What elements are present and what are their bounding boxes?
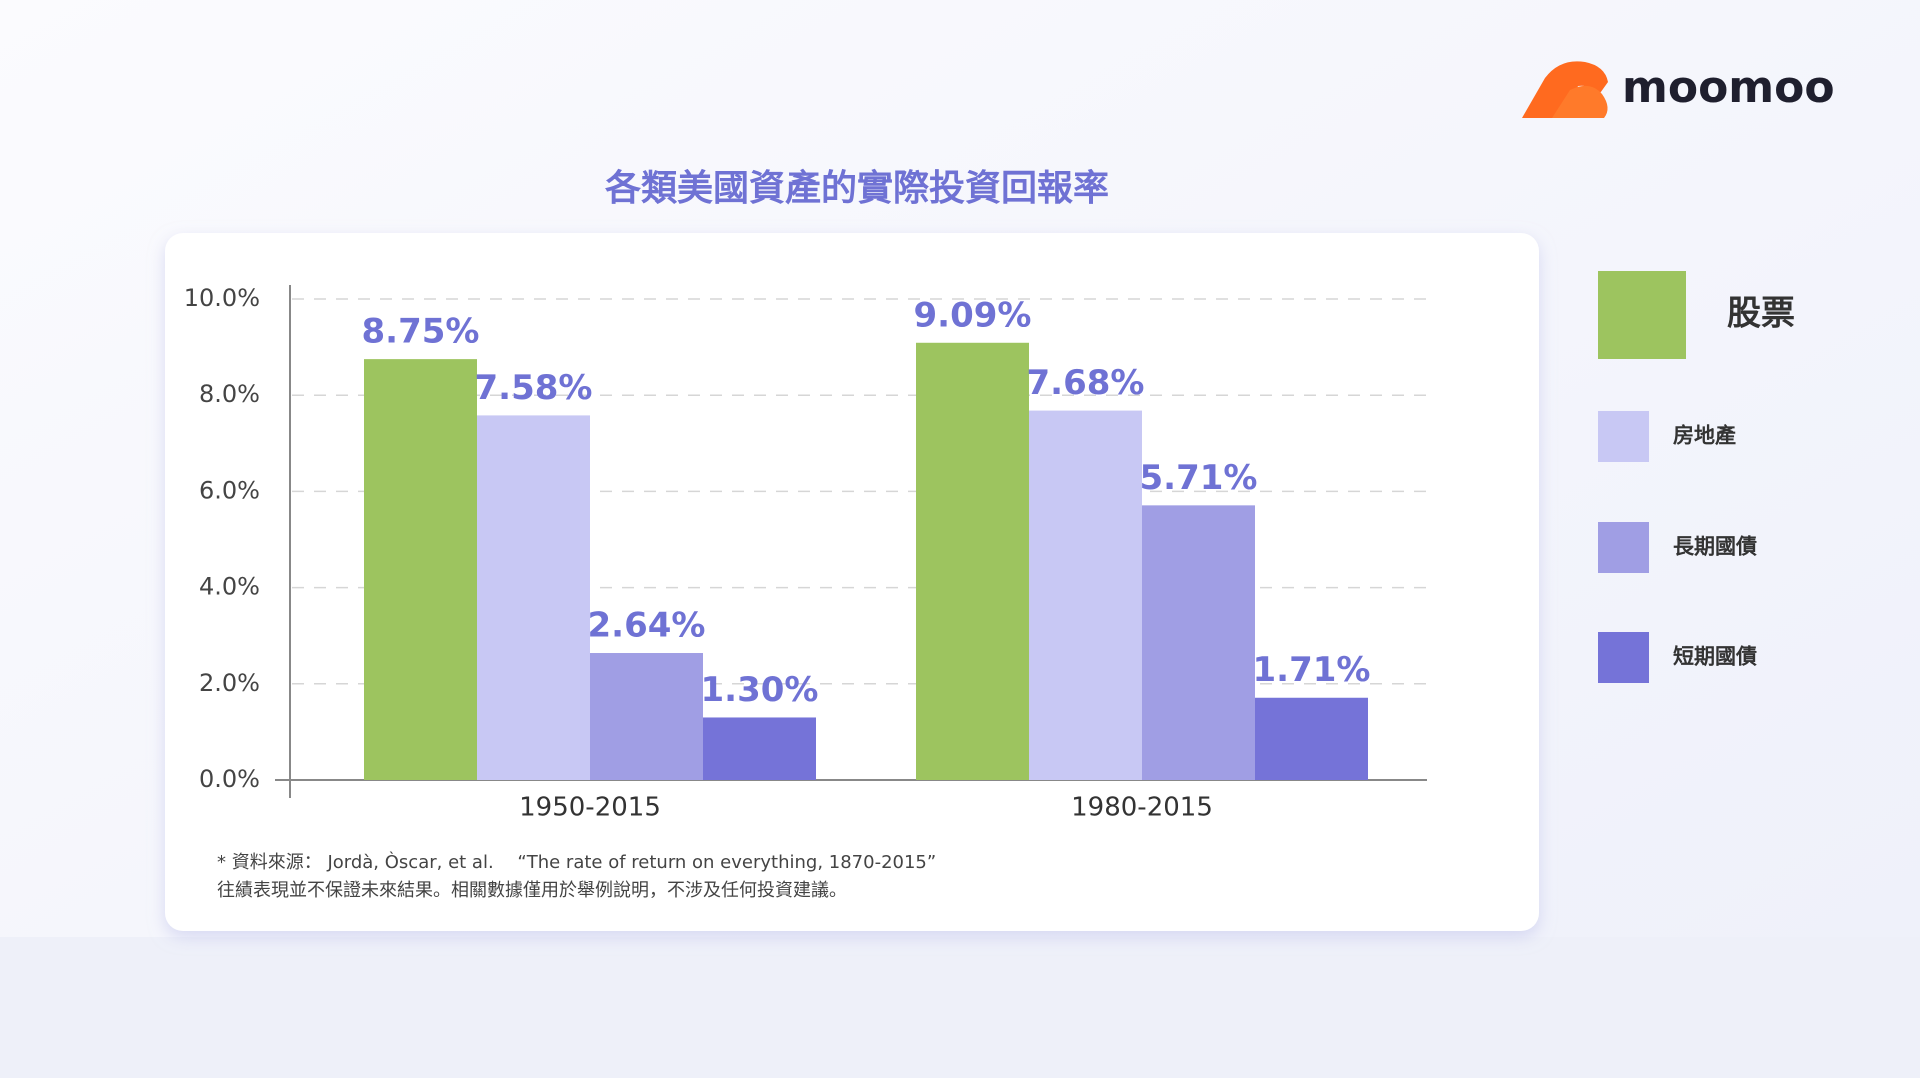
x-tick-label: 1950-2015 — [519, 793, 661, 823]
bar — [1255, 697, 1368, 780]
legend-swatch — [1598, 411, 1649, 462]
bar — [1142, 505, 1255, 780]
value-label: 7.68% — [1027, 363, 1145, 403]
bar — [1029, 410, 1142, 780]
logo: moomoo — [1522, 61, 1835, 118]
value-label: 1.30% — [701, 670, 819, 710]
bar — [477, 415, 590, 780]
value-label: 2.64% — [588, 606, 706, 646]
brand-name: moomoo — [1622, 62, 1835, 113]
bar — [703, 717, 816, 780]
y-tick-label: 8.0% — [199, 380, 260, 408]
legend-label: 房地產 — [1673, 424, 1736, 448]
y-tick-label: 0.0% — [199, 765, 260, 793]
value-label: 9.09% — [914, 295, 1032, 335]
bar — [364, 359, 477, 780]
bar — [590, 653, 703, 780]
value-label: 7.58% — [475, 368, 593, 408]
bar — [916, 342, 1029, 780]
x-tick-label: 1980-2015 — [1071, 793, 1213, 823]
value-label: 1.71% — [1253, 650, 1371, 690]
legend-label: 股票 — [1727, 294, 1795, 334]
legend-swatch — [1598, 522, 1649, 573]
legend-label: 長期國債 — [1673, 535, 1757, 559]
disclaimer: 往績表現並不保證未來結果。相關數據僅用於舉例說明，不涉及任何投資建議。 — [217, 880, 847, 901]
y-tick-label: 2.0% — [199, 669, 260, 697]
value-label: 5.71% — [1140, 458, 1258, 498]
legend-label: 短期國債 — [1673, 645, 1757, 669]
chart-title: 各類美國資產的實際投資回報率 — [605, 167, 1109, 209]
bottom-band — [0, 937, 1920, 1078]
y-tick-label: 10.0% — [184, 284, 260, 312]
source-note: * 資料來源： Jordà, Òscar, et al. “The rate o… — [217, 851, 936, 873]
legend-swatch — [1598, 271, 1686, 359]
y-tick-label: 4.0% — [199, 573, 260, 601]
legend-swatch — [1598, 632, 1649, 683]
value-label: 8.75% — [362, 312, 480, 352]
y-tick-label: 6.0% — [199, 476, 260, 504]
